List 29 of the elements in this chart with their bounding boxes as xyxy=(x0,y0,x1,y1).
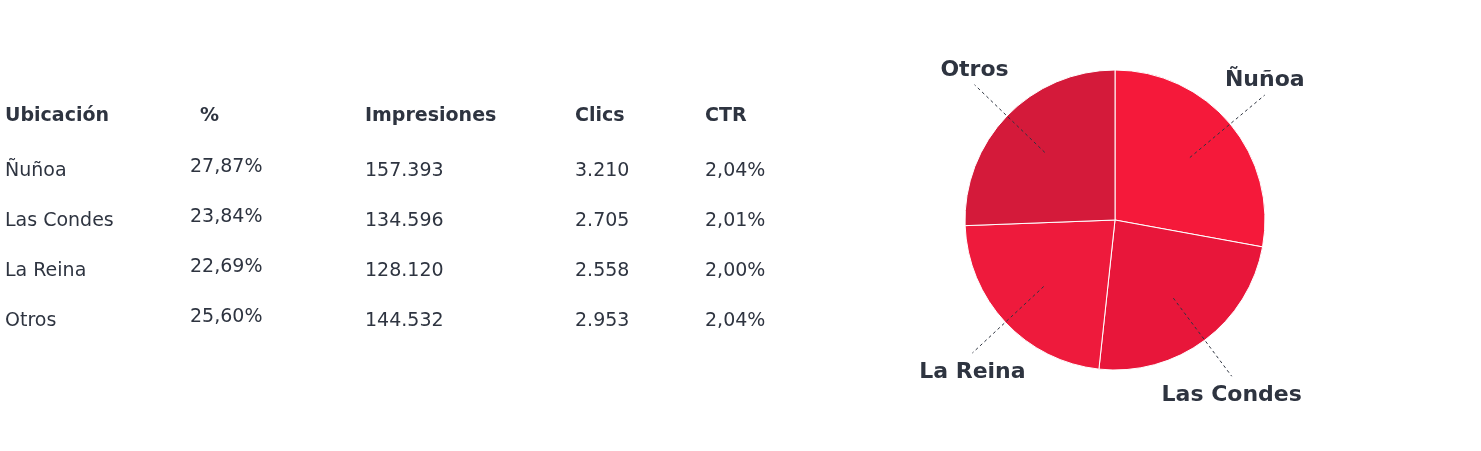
data-label: 2,04% xyxy=(705,308,766,330)
slice-label: Ñuñoa xyxy=(1224,66,1305,92)
data-label: 2,00% xyxy=(705,258,766,280)
data-label: 2,01% xyxy=(705,208,766,230)
slice-label: Otros xyxy=(940,55,1009,81)
data-label: 27,87% xyxy=(190,154,263,176)
text: % xyxy=(200,103,220,125)
slice-label: La Reina xyxy=(919,357,1026,383)
data-label: 2.705 xyxy=(575,208,630,230)
text: Impresiones xyxy=(365,103,497,125)
category-label: Otros xyxy=(5,308,57,330)
data-label: 3.210 xyxy=(575,158,630,180)
text: Clics xyxy=(575,103,625,125)
data-label: 22,69% xyxy=(190,254,263,276)
text: Ubicación xyxy=(5,103,109,125)
data-label: 23,84% xyxy=(190,204,263,226)
data-label: 128.120 xyxy=(365,258,444,280)
slice-label: Las Condes xyxy=(1161,381,1302,407)
text: CTR xyxy=(705,103,747,125)
data-label: 157.393 xyxy=(365,158,444,180)
data-label: 144.532 xyxy=(365,308,444,330)
data-label: 25,60% xyxy=(190,304,263,326)
category-label: Ñuñoa xyxy=(5,158,67,180)
data-label: 2,04% xyxy=(705,158,766,180)
data-label: 2.953 xyxy=(575,308,630,330)
data-label: 2.558 xyxy=(575,258,630,280)
category-label: La Reina xyxy=(5,258,87,280)
category-label: Las Condes xyxy=(5,208,114,230)
data-label: 134.596 xyxy=(365,208,444,230)
